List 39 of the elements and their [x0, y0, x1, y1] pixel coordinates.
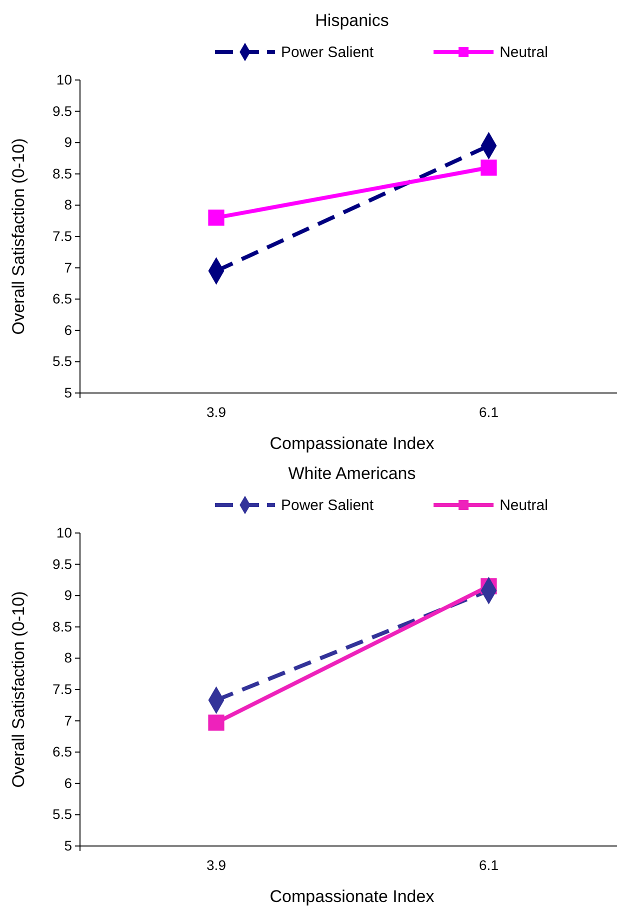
y-tick-label: 5.5 [52, 353, 72, 370]
x-axis-title: Compassionate Index [270, 434, 435, 453]
y-axis-title: Overall Satisfaction (0-10) [9, 591, 28, 788]
y-tick-label: 8 [64, 650, 72, 666]
y-tick-label: 7.5 [52, 680, 72, 697]
chart-title: White Americans [288, 464, 416, 483]
y-tick-label: 6.5 [52, 744, 72, 760]
y-tick-label: 8 [64, 196, 72, 213]
y-tick-label: 7 [64, 712, 72, 728]
point [208, 210, 224, 226]
point [480, 160, 497, 176]
y-tick-label: 7 [64, 259, 72, 276]
y-tick-label: 9.5 [52, 102, 72, 119]
point [208, 714, 224, 731]
legend-label: Neutral [500, 497, 548, 514]
y-tick-label: 5 [64, 837, 72, 854]
y-axis-title: Overall Satisfaction (0-10) [9, 138, 28, 335]
y-tick-label: 5 [64, 384, 72, 400]
y-tick-label: 6.5 [52, 290, 72, 307]
legend-label: Neutral [500, 44, 548, 61]
y-tick-label: 10 [56, 524, 72, 540]
y-tick-label: 9.5 [52, 556, 72, 572]
y-tick-label: 7.5 [52, 228, 72, 244]
y-tick-label: 6 [64, 322, 72, 338]
y-tick-label: 9 [64, 587, 72, 604]
y-tick-label: 8.5 [52, 618, 72, 634]
legend-label: Power Salient [281, 44, 374, 61]
x-tick-label: 3.9 [206, 856, 226, 873]
chart-title: Hispanics [315, 11, 389, 30]
y-tick-label: 9 [64, 134, 72, 150]
y-tick-label: 5.5 [52, 806, 72, 822]
x-tick-label: 3.9 [206, 404, 226, 420]
y-tick-label: 6 [64, 774, 72, 791]
x-axis-title: Compassionate Index [270, 887, 435, 906]
legend-label: Power Salient [281, 497, 374, 514]
y-tick-label: 8.5 [52, 165, 72, 182]
x-tick-label: 6.1 [479, 856, 499, 873]
y-tick-label: 10 [56, 71, 72, 88]
x-tick-label: 6.1 [479, 404, 499, 420]
